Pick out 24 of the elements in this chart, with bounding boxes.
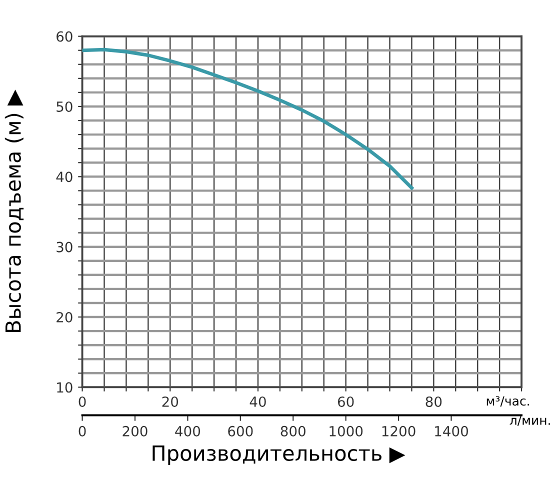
x-axis-title: м³/час. [486,396,529,407]
x-tick-label: 60 [338,396,354,407]
x-tick-label: 40 [250,396,266,407]
x-tick-label: 80 [426,396,442,407]
x2-tick-label: 200 [122,426,148,436]
y-tick-label: 10 [57,382,72,393]
y-axis-title: Высота подъема (м) ▶ [4,90,24,332]
x2-axis-title: л/мин. [510,416,550,426]
y-tick-label: 40 [56,172,72,182]
x2-tick-label: 600 [228,426,253,436]
x2-tick-label: 1000 [330,426,363,436]
x-tick-label: 0 [78,396,86,407]
y-tick-label: 30 [56,242,72,252]
x2-tick-label: 400 [175,426,200,436]
x2-tick-label: 1200 [382,426,416,436]
x2-tick-label: 0 [78,426,86,436]
line-series [82,48,414,190]
y-tick-label: 20 [56,312,72,322]
text: Производительность ▶ [152,446,406,466]
x-tick-label: 20 [162,396,178,407]
y-tick-label: 50 [56,101,72,112]
y-tick-label: 60 [56,31,72,42]
x2-tick-label: 800 [280,426,306,436]
x2-tick-label: 1400 [435,426,468,436]
